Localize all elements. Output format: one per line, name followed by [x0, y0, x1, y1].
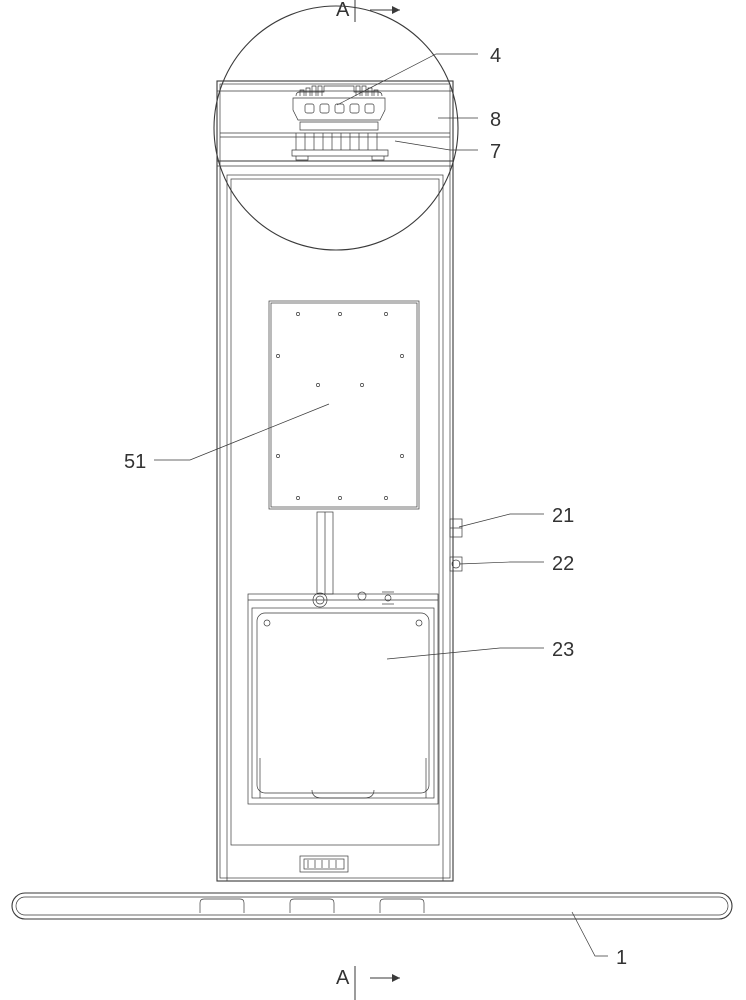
- callout-label-1: 1: [616, 947, 627, 969]
- callout-line-23: [387, 648, 544, 659]
- callout-label-51: 51: [124, 451, 146, 473]
- section-label: A: [336, 967, 350, 989]
- callout-line-22: [459, 562, 544, 564]
- technical-drawing: A A 4 8 7 51 21 22 23 1: [0, 0, 746, 1000]
- callout-label-23: 23: [552, 639, 574, 661]
- bottom-connector: [300, 856, 348, 872]
- callout-line-4: [337, 54, 478, 105]
- callout-label-8: 8: [490, 109, 501, 131]
- upper-panel: [269, 301, 419, 509]
- callout-label-21: 21: [552, 505, 574, 527]
- device-outer: [217, 81, 453, 881]
- section-label: A: [336, 0, 350, 21]
- lower-panel: [252, 608, 434, 798]
- callout-line-21: [459, 514, 544, 527]
- callout-label-22: 22: [552, 553, 574, 575]
- callout-label-7: 7: [490, 141, 501, 163]
- callout-line-51: [154, 404, 329, 460]
- callout-label-4: 4: [490, 45, 501, 67]
- callout-line-7: [395, 141, 478, 150]
